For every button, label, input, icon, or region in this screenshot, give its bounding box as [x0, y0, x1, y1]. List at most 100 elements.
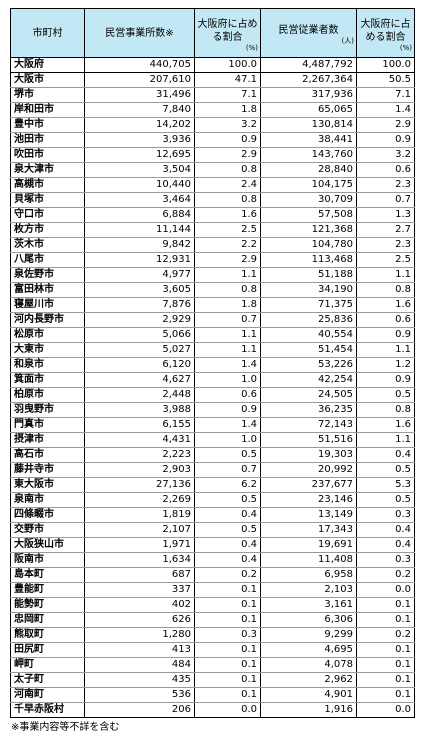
cell-employees: 6,958 [260, 567, 357, 583]
cell-employees: 53,226 [260, 357, 357, 373]
footnote: ※事業内容等不詳を含む [11, 722, 120, 733]
cell-municipality: 茨木市 [10, 237, 85, 253]
cell-establishments: 7,876 [84, 297, 195, 313]
cell-establishments: 207,610 [84, 72, 195, 88]
table-row: 茨木市 9,842 2.2 104,780 2.3 [10, 237, 415, 253]
cell-employees: 72,143 [260, 417, 357, 433]
table-row: 門真市 6,155 1.4 72,143 1.6 [10, 417, 415, 433]
cell-employees: 6,306 [260, 612, 357, 628]
cell-employees-share: 0.1 [356, 612, 415, 628]
cell-employees-share: 0.6 [356, 312, 415, 328]
cell-employees: 1,916 [260, 702, 357, 718]
cell-establishments: 27,136 [84, 477, 195, 493]
cell-employees-share: 0.1 [356, 672, 415, 688]
header-employees-share-unit: (%) [399, 43, 412, 52]
cell-employees-share: 0.9 [356, 372, 415, 388]
cell-employees: 30,709 [260, 192, 357, 208]
table-row: 熊取町 1,280 0.3 9,299 0.2 [10, 627, 415, 643]
cell-municipality: 藤井寺市 [10, 462, 85, 478]
cell-establishments: 435 [84, 672, 195, 688]
cell-employees-share: 0.4 [356, 537, 415, 553]
cell-employees-share: 0.0 [356, 702, 415, 718]
cell-establishments: 6,120 [84, 357, 195, 373]
table-row: 大東市 5,027 1.1 51,454 1.1 [10, 342, 415, 358]
cell-employees: 4,695 [260, 642, 357, 658]
cell-employees: 57,508 [260, 207, 357, 223]
table-row: 島本町 687 0.2 6,958 0.2 [10, 567, 415, 583]
cell-employees: 51,454 [260, 342, 357, 358]
cell-establishments-share: 100.0 [194, 57, 261, 73]
cell-employees: 20,992 [260, 462, 357, 478]
cell-establishments-share: 0.3 [194, 627, 261, 643]
cell-municipality: 四條畷市 [10, 507, 85, 523]
cell-employees-share: 0.9 [356, 132, 415, 148]
table-row: 八尾市 12,931 2.9 113,468 2.5 [10, 252, 415, 268]
cell-establishments-share: 0.4 [194, 537, 261, 553]
cell-employees-share: 1.6 [356, 297, 415, 313]
cell-employees-share: 2.7 [356, 222, 415, 238]
cell-municipality: 河内長野市 [10, 312, 85, 328]
cell-establishments: 7,840 [84, 102, 195, 118]
cell-establishments: 626 [84, 612, 195, 628]
table-row: 阪南市 1,634 0.4 11,408 0.3 [10, 552, 415, 568]
cell-establishments: 3,988 [84, 402, 195, 418]
cell-establishments-share: 0.1 [194, 642, 261, 658]
table-row: 泉南市 2,269 0.5 23,146 0.5 [10, 492, 415, 508]
table-row: 寝屋川市 7,876 1.8 71,375 1.6 [10, 297, 415, 313]
table-body: 大阪府 440,705 100.0 4,487,792 100.0 大阪市 207,610 4… [10, 57, 415, 718]
cell-municipality: 能勢町 [10, 597, 85, 613]
cell-employees: 51,516 [260, 432, 357, 448]
cell-employees: 3,161 [260, 597, 357, 613]
cell-municipality: 和泉市 [10, 357, 85, 373]
cell-establishments-share: 0.9 [194, 402, 261, 418]
cell-municipality: 箕面市 [10, 372, 85, 388]
cell-establishments: 2,448 [84, 387, 195, 403]
cell-employees-share: 1.6 [356, 417, 415, 433]
cell-municipality: 河南町 [10, 687, 85, 703]
cell-municipality: 千早赤阪村 [10, 702, 85, 718]
cell-establishments: 2,903 [84, 462, 195, 478]
cell-employees: 28,840 [260, 162, 357, 178]
cell-establishments: 12,695 [84, 147, 195, 163]
table-row: 泉大津市 3,504 0.8 28,840 0.6 [10, 162, 415, 178]
cell-establishments-share: 0.1 [194, 582, 261, 598]
table-row: 吹田市 12,695 2.9 143,760 3.2 [10, 147, 415, 163]
cell-establishments: 484 [84, 657, 195, 673]
cell-establishments-share: 0.8 [194, 282, 261, 298]
cell-establishments-share: 0.1 [194, 657, 261, 673]
table-row: 岬町 484 0.1 4,078 0.1 [10, 657, 415, 673]
cell-municipality: 羽曳野市 [10, 402, 85, 418]
cell-municipality: 忠岡町 [10, 612, 85, 628]
cell-establishments: 11,144 [84, 222, 195, 238]
cell-employees-share: 1.1 [356, 342, 415, 358]
cell-establishments: 3,464 [84, 192, 195, 208]
cell-employees-share: 0.2 [356, 567, 415, 583]
cell-establishments-share: 0.8 [194, 192, 261, 208]
cell-employees-share: 0.5 [356, 462, 415, 478]
cell-employees: 11,408 [260, 552, 357, 568]
table-row: 守口市 6,884 1.6 57,508 1.3 [10, 207, 415, 223]
cell-establishments: 3,936 [84, 132, 195, 148]
cell-municipality: 大阪狭山市 [10, 537, 85, 553]
cell-establishments-share: 0.4 [194, 552, 261, 568]
cell-establishments-share: 2.5 [194, 222, 261, 238]
table-row: 四條畷市 1,819 0.4 13,149 0.3 [10, 507, 415, 523]
cell-establishments: 3,504 [84, 162, 195, 178]
cell-municipality: 岸和田市 [10, 102, 85, 118]
table-row: 東大阪市 27,136 6.2 237,677 5.3 [10, 477, 415, 493]
cell-establishments: 687 [84, 567, 195, 583]
table-row: 箕面市 4,627 1.0 42,254 0.9 [10, 372, 415, 388]
cell-municipality: 阪南市 [10, 552, 85, 568]
cell-establishments: 31,496 [84, 87, 195, 103]
cell-municipality: 東大阪市 [10, 477, 85, 493]
cell-employees-share: 0.2 [356, 627, 415, 643]
cell-employees-share: 0.3 [356, 507, 415, 523]
cell-employees-share: 2.9 [356, 117, 415, 133]
table-row: 忠岡町 626 0.1 6,306 0.1 [10, 612, 415, 628]
cell-establishments: 2,929 [84, 312, 195, 328]
cell-establishments-share: 0.1 [194, 597, 261, 613]
cell-establishments-share: 2.4 [194, 177, 261, 193]
cell-establishments: 2,223 [84, 447, 195, 463]
statistics-table-container: 市町村 民営事業所数※ 大阪府に占める割合 (%) 民営従業者数 (人) 大阪府… [10, 8, 415, 718]
cell-employees: 23,146 [260, 492, 357, 508]
